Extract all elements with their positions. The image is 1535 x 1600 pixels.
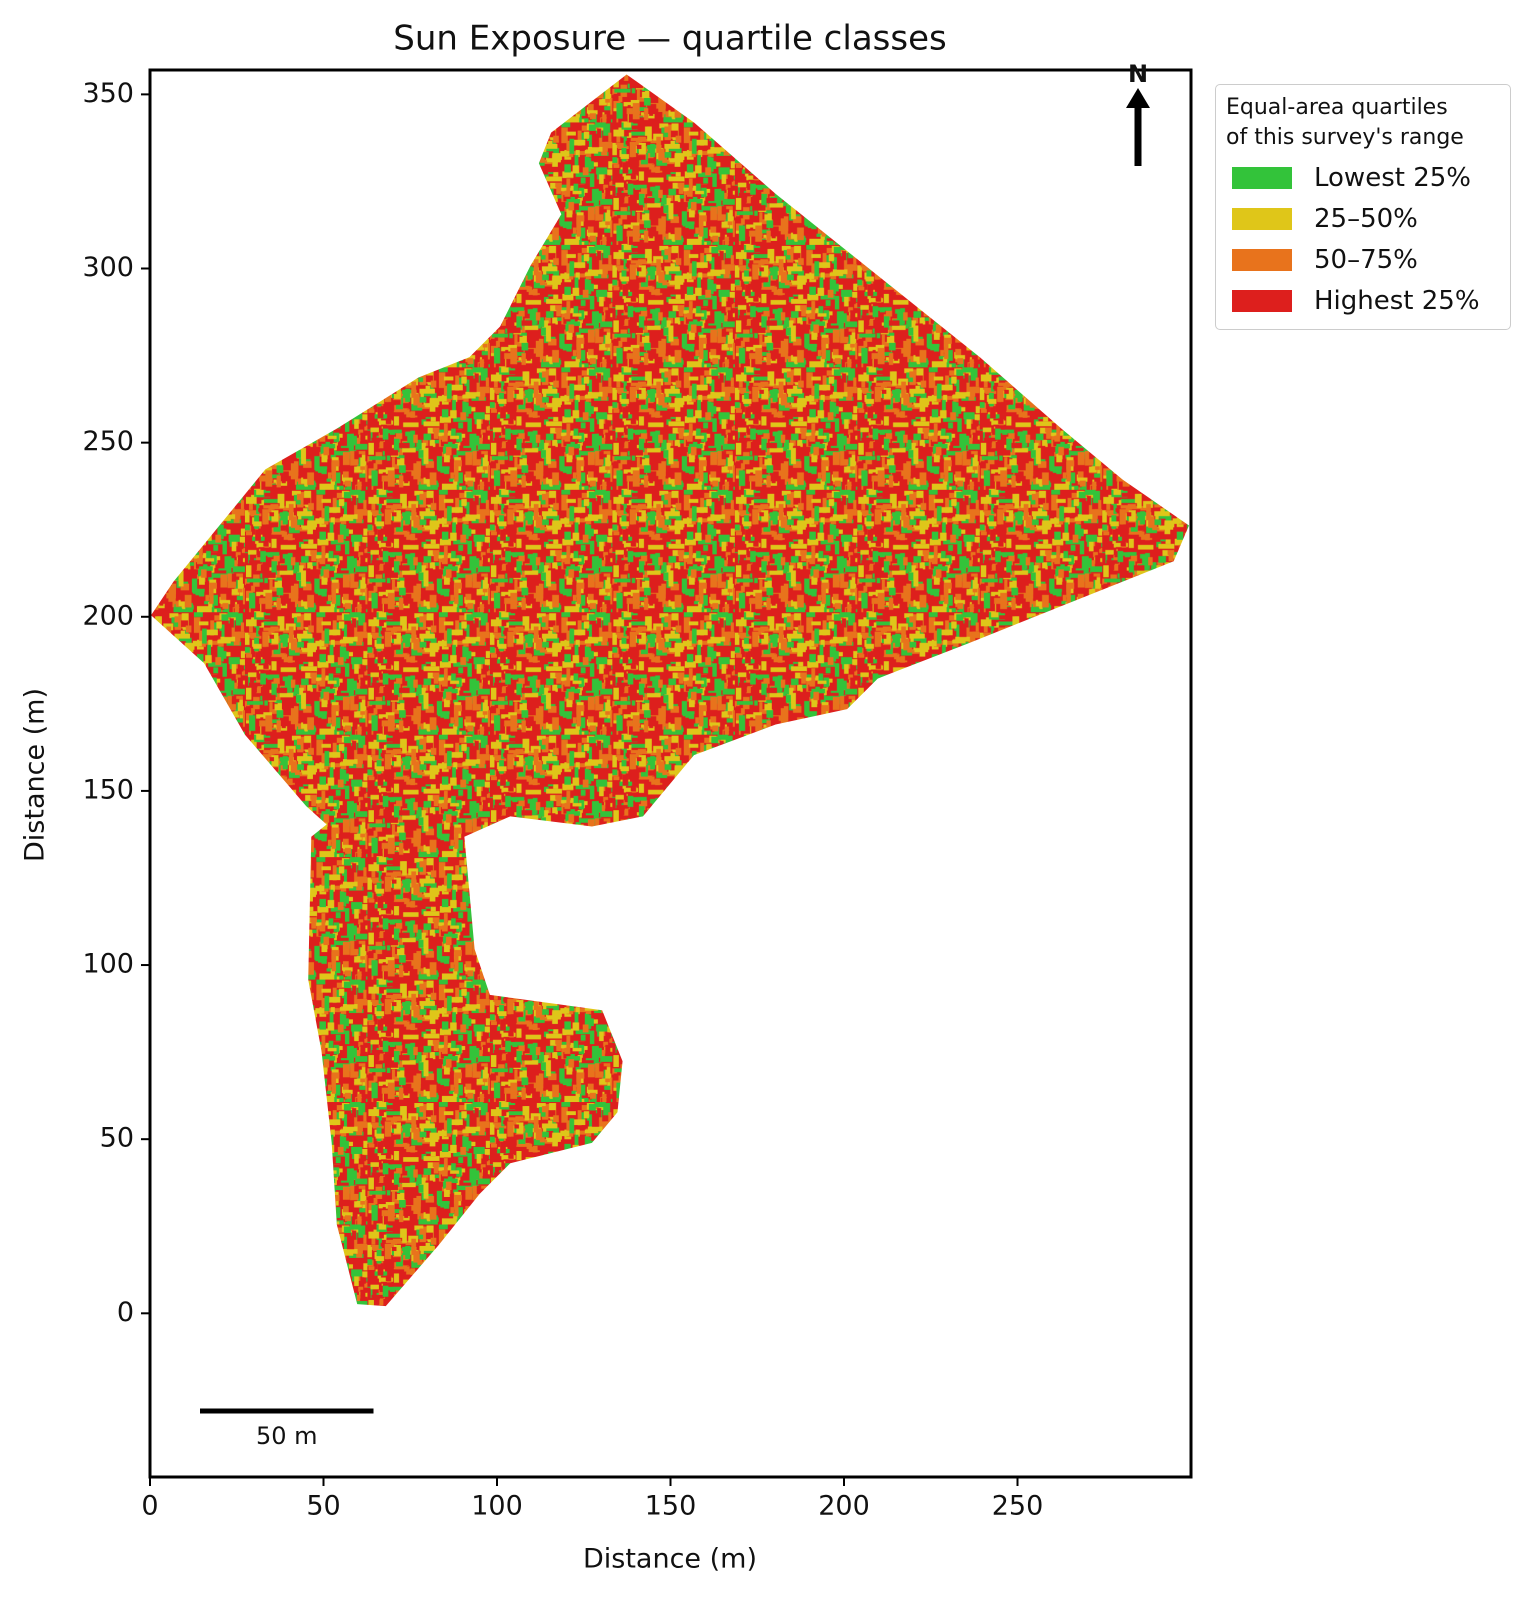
x-axis-label: Distance (m) (583, 1544, 757, 1575)
legend-swatch (1232, 166, 1292, 189)
y-tick-label: 300 (82, 252, 134, 283)
legend-entry: 50–75% (1226, 239, 1500, 280)
raster-area (151, 74, 1189, 1307)
legend-entry: 25–50% (1226, 198, 1500, 239)
north-arrow-head (1126, 88, 1150, 108)
legend: Equal-area quartiles of this survey's ra… (1215, 84, 1511, 330)
y-tick-label: 0 (117, 1297, 134, 1328)
x-tick-label: 50 (306, 1491, 340, 1522)
survey-area (151, 74, 1189, 1307)
y-tick-label: 50 (100, 1123, 134, 1154)
x-tick-label: 250 (992, 1491, 1044, 1522)
legend-label: 25–50% (1314, 203, 1418, 234)
scale-bar-label: 50 m (256, 1422, 318, 1450)
legend-swatch (1232, 248, 1292, 271)
y-tick-label: 250 (82, 426, 134, 457)
x-tick-label: 100 (471, 1491, 523, 1522)
y-tick-label: 100 (82, 949, 134, 980)
legend-swatch (1232, 207, 1292, 230)
y-tick-label: 150 (82, 774, 134, 805)
legend-label: 50–75% (1314, 244, 1418, 275)
y-tick-label: 200 (82, 600, 134, 631)
y-axis-label: Distance (m) (20, 688, 51, 862)
legend-title: Equal-area quartiles of this survey's ra… (1226, 95, 1464, 150)
x-tick-label: 150 (645, 1491, 697, 1522)
legend-label: Highest 25% (1314, 285, 1480, 316)
y-tick-label: 350 (82, 78, 134, 109)
legend-entry: Highest 25% (1226, 280, 1500, 321)
chart-title: Sun Exposure — quartile classes (393, 19, 946, 59)
x-tick-label: 200 (818, 1491, 870, 1522)
legend-swatch (1232, 289, 1292, 312)
legend-entry: Lowest 25% (1226, 157, 1500, 198)
x-tick-label: 0 (141, 1491, 158, 1522)
legend-label: Lowest 25% (1314, 162, 1471, 193)
north-label: N (1128, 60, 1148, 88)
